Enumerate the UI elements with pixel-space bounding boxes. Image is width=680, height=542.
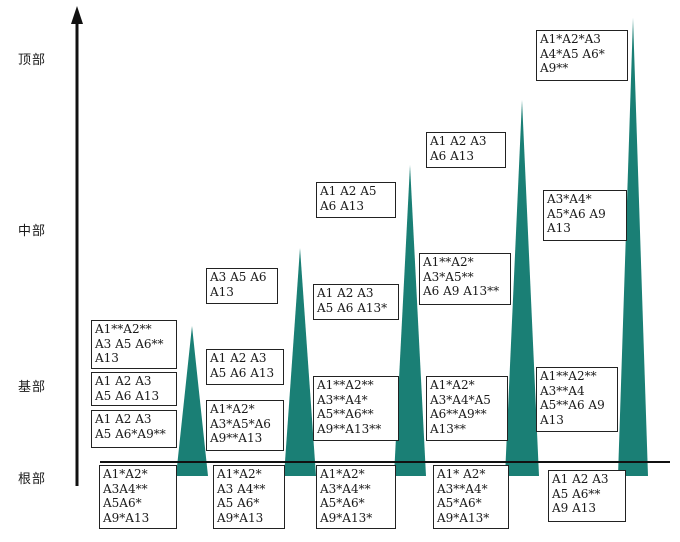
trait-line: A1**A2** [540,369,597,383]
trait-box-col4-upper: A1**A2* A3*A5** A6 A9 A13** [419,253,511,305]
trait-box-col5-root: A1 A2 A3 A5 A6** A9 A13 [548,470,626,522]
trait-box-col5-lower: A1**A2** A3**A4 A5**A6 A9 A13 [536,367,618,432]
trait-box-col3-lower: A1**A2** A3**A4* A5**A6** A9**A13** [313,376,399,441]
trait-line: A1 A2 A3 [552,472,609,486]
trait-line: A5*A6 A9 [547,206,606,221]
trait-line: A5 A6 A13 [95,388,160,403]
trait-line: A4*A5 A6* [540,46,605,61]
trait-line: A5 A6 A13* [317,300,388,315]
trait-line: A5*A6* [437,496,482,510]
trait-line: A9*A13 [217,510,264,525]
trait-line: A3 A5 A6** [95,336,164,351]
trait-line: A1 A2 A5 [320,184,377,198]
level-label-root: 根部 [17,472,46,487]
trait-line: A5 A6** [552,486,601,501]
trait-line: A1 A2 A3 [95,374,152,388]
trait-line: A6 A13 [430,148,475,163]
trait-box-col3-top: A1 A2 A5 A6 A13 [316,182,396,218]
trait-line: A6**A9** [430,407,487,421]
trait-line: A13** [430,421,466,436]
trait-line: A1**A2** [317,378,374,392]
trait-line: A3**A4* [437,481,488,496]
trait-line: A1 A2 A3 [430,134,487,148]
trait-line: A9**A13 [210,431,263,445]
trait-line: A3 A4** [217,481,266,496]
trait-line: A3*A5** [423,269,474,284]
trait-line: A5**A6 A9 [540,398,605,412]
trait-line: A9*A13* [437,510,490,525]
peak-4 [505,100,539,476]
trait-line: A3 A5 A6 [210,270,267,284]
trait-line: A9** [540,61,569,75]
trait-box-col3-root: A1*A2* A3*A4** A5*A6* A9*A13* [316,465,396,529]
trait-line: A5 A6*A9** [95,426,166,441]
trait-line: A6 A13 [320,198,365,213]
trait-box-col2-root: A1*A2* A3 A4** A5 A6* A9*A13 [213,465,285,529]
trait-box-col4-lower: A1*A2* A3*A4*A5 A6**A9** A13** [426,376,508,441]
trait-line: A5**A6** [317,407,374,421]
trait-line: A5 A6* [217,496,260,510]
axis-arrowhead [71,6,83,24]
trait-line: A5*A6* [320,496,365,510]
trait-line: A3**A4 [540,383,585,398]
trait-line: A3*A4** [320,481,371,496]
peak-3 [394,165,426,476]
trait-line: A1*A2* [210,402,255,416]
level-label-base: 基部 [17,380,46,395]
trait-line: A13 [210,284,234,299]
trait-line: A1 A2 A3 [317,286,374,300]
trait-box-col4-top: A1 A2 A3 A6 A13 [426,132,506,168]
trait-line: A1**A2** [95,322,152,336]
trait-line: A1* A2* [437,467,486,481]
level-label-middle: 中部 [17,224,46,239]
trait-line: A1*A2*A3 [540,32,601,46]
trait-box-col3-upper: A1 A2 A3 A5 A6 A13* [313,284,399,320]
trait-line: A1*A2* [217,467,262,481]
trait-line: A3*A5*A6 [210,416,271,431]
trait-line: A5A6* [103,496,142,510]
trait-line: A1*A2* [103,467,148,481]
trait-box-col1-top: A1**A2** A3 A5 A6** A13 [91,320,177,369]
trait-box-col2-lower: A1*A2* A3*A5*A6 A9**A13 [206,400,284,451]
trait-line: A3*A4*A5 [430,392,491,407]
trait-line: A9*A13* [320,510,373,525]
trait-line: A1*A2* [430,378,475,392]
trait-box-col4-root: A1* A2* A3**A4* A5*A6* A9*A13* [433,465,509,529]
peak-1 [176,326,208,476]
trait-box-col1-root: A1*A2* A3A4** A5A6* A9*A13 [99,465,177,529]
trait-line: A13 [540,412,564,427]
trait-line: A3A4** [103,481,148,496]
trait-box-col2-top: A3 A5 A6 A13 [206,268,278,304]
trait-line: A3*A4* [547,192,592,206]
trait-line: A9**A13** [317,421,382,436]
trait-line: A9 A13 [552,501,597,515]
trait-line: A13 [547,221,571,235]
trait-line: A9*A13 [103,510,150,525]
peak-2 [284,248,316,476]
trait-line: A1**A2* [423,255,474,269]
trait-line: A5 A6 A13 [210,365,275,380]
trait-box-col5-upper: A3*A4* A5*A6 A9 A13 [543,190,627,241]
trait-line: A3**A4* [317,392,368,407]
trait-line: A1 A2 A3 [95,412,152,426]
trait-line: A13 [95,351,119,365]
level-label-top: 顶部 [17,53,46,68]
trait-line: A6 A9 A13** [423,284,500,298]
trait-line: A1 A2 A3 [210,351,267,365]
trait-box-col2-upper: A1 A2 A3 A5 A6 A13 [206,349,284,385]
trait-box-col5-top: A1*A2*A3 A4*A5 A6* A9** [536,30,628,81]
peak-5 [618,18,648,476]
trait-box-col1-upper: A1 A2 A3 A5 A6 A13 [91,372,177,406]
trait-box-col1-lower: A1 A2 A3 A5 A6*A9** [91,410,177,448]
trait-line: A1*A2* [320,467,365,481]
